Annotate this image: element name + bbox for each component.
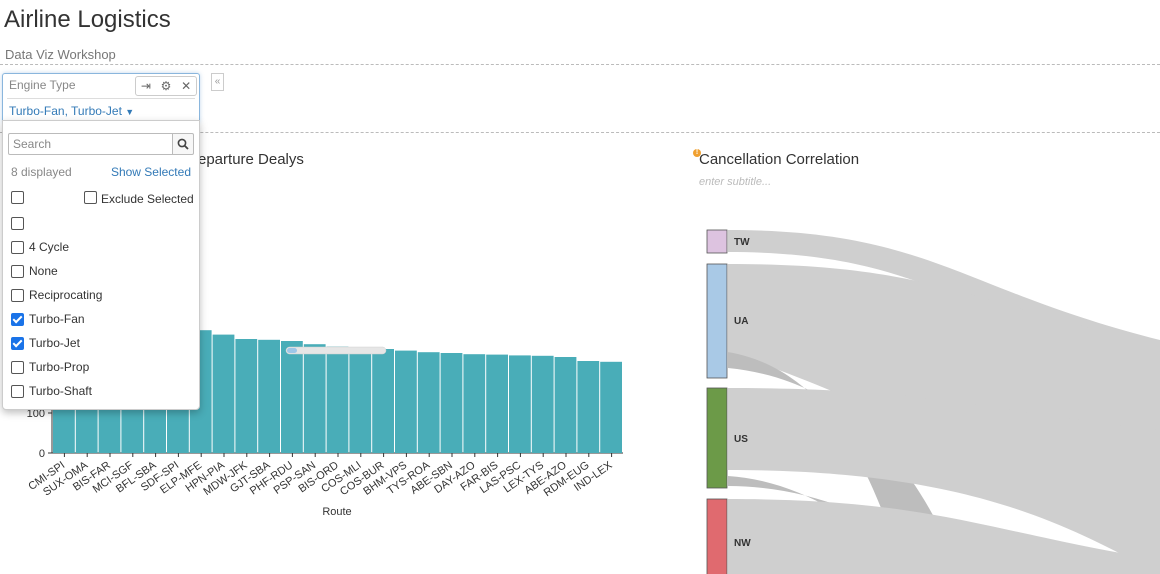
search-icon	[177, 138, 189, 150]
option-checkbox[interactable]	[11, 265, 24, 278]
option-label[interactable]: Turbo-Prop	[29, 360, 90, 374]
option-checkbox[interactable]	[11, 313, 24, 326]
sankey-link	[728, 388, 1160, 574]
sankey-label-tw: TW	[734, 237, 750, 248]
bar[interactable]	[486, 354, 508, 453]
search-input[interactable]	[8, 133, 174, 155]
bar[interactable]	[531, 355, 554, 453]
bar[interactable]	[326, 346, 349, 453]
option-checkbox[interactable]	[11, 337, 24, 350]
exclude-selected-checkbox[interactable]	[84, 191, 97, 204]
option-checkbox[interactable]	[11, 361, 24, 374]
bar[interactable]	[600, 361, 622, 453]
bar[interactable]	[372, 349, 394, 453]
tile-toolbar: ⇥ ⚙ ✕	[135, 76, 197, 96]
bar[interactable]	[509, 355, 531, 453]
close-icon[interactable]: ✕	[181, 79, 192, 93]
bar[interactable]	[440, 353, 463, 453]
option-checkbox[interactable]	[11, 241, 24, 254]
sankey-node-us[interactable]	[706, 387, 728, 489]
bar-chart-title: eparture Dealys	[198, 151, 304, 168]
bar[interactable]	[235, 339, 258, 453]
dashboard-subtitle: Data Viz Workshop	[5, 47, 116, 62]
x-axis-title: Route	[322, 506, 351, 518]
caret-down-icon: ▼	[125, 107, 135, 117]
option-label[interactable]: Turbo-Shaft	[29, 384, 92, 398]
filter-dropdown: 8 displayed Show Selected Exclude Select…	[2, 120, 200, 410]
bar[interactable]	[395, 350, 417, 453]
gear-icon[interactable]: ⚙	[160, 79, 172, 93]
option-label[interactable]: Turbo-Fan	[29, 312, 85, 326]
displayed-count: 8 displayed	[11, 165, 72, 179]
option-label[interactable]: Turbo-Jet	[29, 336, 80, 350]
show-selected-link[interactable]: Show Selected	[110, 165, 191, 179]
bar[interactable]	[349, 347, 372, 453]
section-divider	[0, 64, 1160, 65]
bar[interactable]	[554, 357, 577, 453]
bar[interactable]	[303, 344, 326, 453]
option-label[interactable]: 4 Cycle	[29, 240, 70, 254]
sankey-node-tw[interactable]	[706, 229, 728, 254]
tile-divider	[7, 98, 195, 99]
filter-value-text: Turbo-Fan, Turbo-Jet	[9, 104, 122, 118]
sankey-chart: TW UA US NW	[706, 229, 1160, 574]
sankey-node-nw[interactable]	[706, 498, 728, 574]
bar[interactable]	[212, 334, 235, 453]
sankey-chart-title: Cancellation Correlation	[699, 151, 860, 168]
option-checkbox[interactable]	[11, 289, 24, 302]
filter-label: Engine Type	[9, 78, 76, 92]
filter-value-dropdown[interactable]: Turbo-Fan, Turbo-Jet ▼	[9, 104, 134, 118]
exclude-selected-label: Exclude Selected	[101, 192, 194, 206]
engine-type-filter[interactable]: Engine Type ⇥ ⚙ ✕ Turbo-Fan, Turbo-Jet ▼	[2, 73, 200, 123]
scrollbar-handle[interactable]	[287, 348, 297, 353]
sankey-label-ua: UA	[734, 316, 748, 327]
export-icon[interactable]: ⇥	[140, 79, 151, 93]
option-checkbox[interactable]	[11, 385, 24, 398]
sankey-link	[728, 499, 1160, 574]
sankey-subtitle-placeholder[interactable]: enter subtitle...	[699, 176, 772, 188]
option-label[interactable]: None	[29, 264, 58, 278]
dashboard-title: Airline Logistics	[4, 6, 171, 33]
warning-icon[interactable]: !	[693, 149, 701, 157]
y-tick-label: 100	[27, 408, 45, 420]
bar[interactable]	[463, 354, 486, 453]
option-label[interactable]: Reciprocating	[29, 288, 103, 302]
select-all-checkbox[interactable]	[11, 191, 24, 204]
sankey-label-us: US	[734, 434, 748, 445]
bar[interactable]	[258, 339, 280, 453]
chart-scrollbar[interactable]	[285, 346, 387, 355]
bar[interactable]	[417, 352, 440, 453]
sankey-node-ua[interactable]	[706, 263, 728, 379]
bar[interactable]	[577, 361, 600, 453]
option-checkbox[interactable]	[11, 217, 24, 230]
collapse-icon[interactable]: «	[211, 73, 224, 91]
section-divider	[0, 132, 1160, 133]
bar[interactable]	[281, 341, 303, 453]
y-tick-label: 0	[39, 448, 45, 460]
sankey-label-nw: NW	[734, 538, 751, 549]
search-button[interactable]	[172, 133, 194, 155]
